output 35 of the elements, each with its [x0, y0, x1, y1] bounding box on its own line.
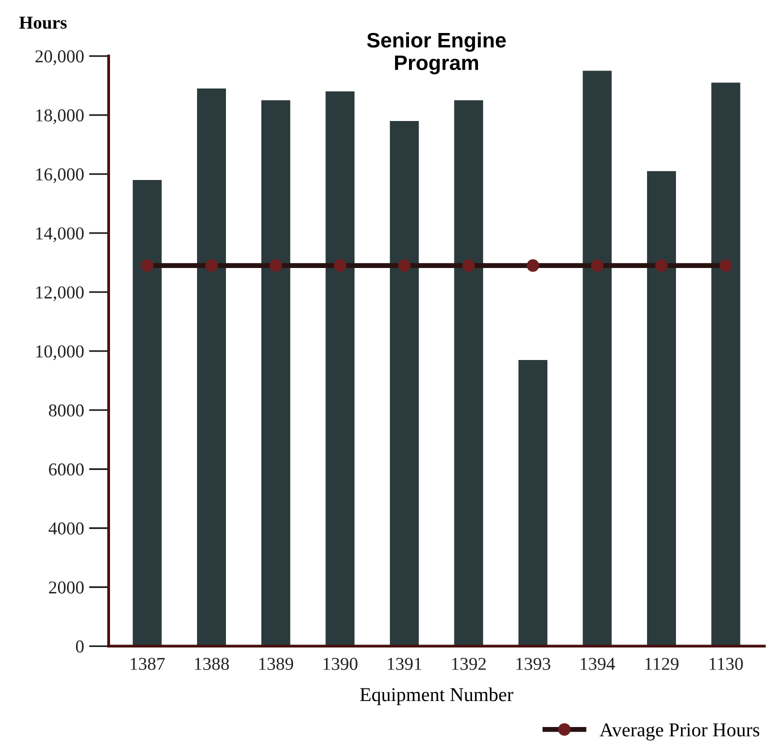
x-tick-label: 1389	[259, 658, 294, 670]
legend-label: Average Prior Hours	[600, 723, 760, 740]
bar	[197, 88, 226, 646]
y-tick-label: 12,000	[36, 286, 84, 302]
bar	[711, 82, 740, 646]
y-tick-label: 8000	[48, 404, 84, 417]
bar	[261, 100, 290, 646]
y-tick-label: 20,000	[35, 50, 84, 66]
bar	[390, 120, 419, 646]
bar	[326, 91, 355, 646]
bar	[582, 70, 612, 646]
y-tick-label: 0	[76, 640, 84, 653]
chart-title: Senior Engine Program	[367, 32, 506, 74]
y-tick-label: 16,000	[36, 168, 84, 184]
y-tick-label: 14,000	[36, 227, 84, 242]
x-tick-label: 1130	[710, 658, 743, 670]
x-tick-label: 1392	[452, 658, 486, 670]
bar	[518, 360, 548, 646]
y-tick-label: 10,000	[36, 345, 84, 360]
y-tick-label: 2000	[49, 581, 84, 594]
x-axis-title: Equipment Number	[360, 688, 514, 706]
x-tick-label: 1394	[580, 658, 615, 670]
bar	[132, 180, 162, 646]
y-tick-label: 6000	[49, 463, 84, 476]
x-tick-label: 1388	[195, 658, 229, 670]
x-tick-label: 1390	[324, 658, 358, 670]
y-tick-label: 18,000	[36, 109, 84, 124]
x-tick-label: 1391	[388, 658, 422, 670]
y-tick-label: 4000	[48, 522, 84, 535]
y-axis-title: Hours	[19, 16, 67, 29]
bar	[647, 171, 676, 646]
bar	[454, 100, 484, 646]
x-tick-label: 1387	[130, 658, 165, 670]
x-tick-label: 1393	[516, 658, 550, 670]
x-tick-label: 1129	[645, 658, 678, 670]
